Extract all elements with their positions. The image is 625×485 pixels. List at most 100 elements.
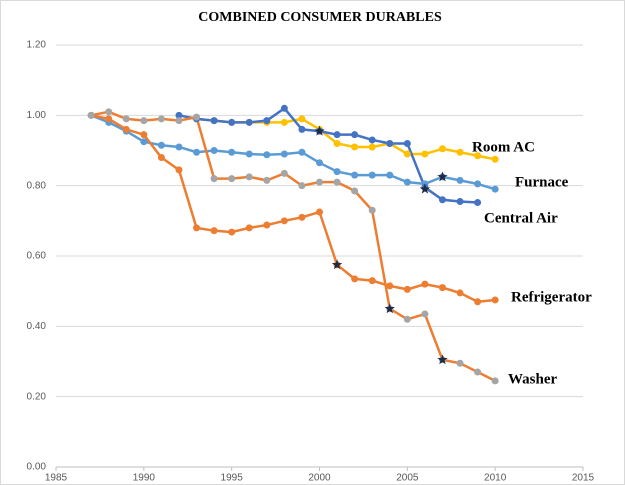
point bbox=[175, 117, 183, 125]
point bbox=[263, 151, 271, 159]
point bbox=[351, 171, 359, 179]
point bbox=[280, 118, 288, 126]
point bbox=[438, 145, 446, 153]
point bbox=[474, 152, 482, 160]
point bbox=[280, 150, 288, 158]
x-tick-label: 2005 bbox=[396, 473, 419, 484]
point bbox=[157, 154, 165, 162]
y-tick-label: 0.00 bbox=[27, 462, 47, 473]
point bbox=[263, 221, 271, 229]
point bbox=[105, 108, 113, 116]
star-marker bbox=[384, 303, 395, 314]
point bbox=[228, 148, 236, 156]
point bbox=[474, 298, 482, 306]
point bbox=[368, 277, 376, 285]
point bbox=[474, 180, 482, 188]
point bbox=[245, 118, 253, 126]
y-tick-label: 0.60 bbox=[27, 251, 47, 262]
x-tick-label: 2015 bbox=[572, 473, 595, 484]
point bbox=[333, 178, 341, 186]
point bbox=[474, 368, 482, 376]
point bbox=[298, 115, 306, 123]
point bbox=[333, 131, 341, 139]
point bbox=[386, 139, 394, 147]
point bbox=[298, 213, 306, 221]
chart-title: COMBINED CONSUMER DURABLES bbox=[198, 10, 442, 25]
point bbox=[456, 148, 464, 156]
point bbox=[456, 289, 464, 297]
point bbox=[193, 113, 201, 121]
x-tick-label: 2000 bbox=[308, 473, 331, 484]
point bbox=[403, 315, 411, 323]
x-tick-label: 1995 bbox=[221, 473, 244, 484]
point bbox=[316, 159, 323, 167]
point bbox=[403, 139, 411, 147]
point bbox=[298, 148, 306, 156]
star-marker bbox=[437, 171, 448, 182]
point bbox=[228, 175, 236, 183]
x-tick-label: 1985 bbox=[45, 473, 68, 484]
point bbox=[228, 118, 236, 126]
point bbox=[333, 139, 341, 147]
point bbox=[245, 150, 253, 158]
point bbox=[351, 143, 359, 151]
point bbox=[245, 173, 253, 181]
y-tick-label: 0.40 bbox=[27, 321, 47, 332]
point bbox=[491, 185, 499, 193]
y-tick-label: 1.20 bbox=[27, 40, 47, 51]
point bbox=[421, 150, 429, 158]
series-label: Furnace bbox=[515, 174, 569, 190]
point bbox=[351, 187, 359, 195]
star-marker bbox=[314, 125, 325, 136]
point bbox=[403, 285, 411, 293]
series-label: Room AC bbox=[472, 139, 535, 155]
point bbox=[386, 171, 394, 179]
x-tick-label: 2010 bbox=[484, 473, 507, 484]
point bbox=[210, 227, 218, 235]
point bbox=[298, 125, 306, 133]
point bbox=[474, 199, 482, 207]
point bbox=[122, 125, 130, 133]
point bbox=[210, 147, 218, 154]
x-tick-label: 1990 bbox=[133, 473, 156, 484]
point bbox=[491, 296, 499, 304]
point bbox=[263, 176, 271, 184]
point bbox=[210, 175, 218, 183]
point bbox=[175, 143, 183, 151]
point bbox=[157, 141, 165, 149]
point bbox=[438, 284, 446, 292]
point bbox=[175, 111, 183, 119]
point bbox=[491, 377, 499, 385]
point bbox=[193, 224, 201, 232]
point bbox=[105, 115, 113, 123]
point bbox=[122, 115, 130, 123]
point bbox=[421, 310, 429, 318]
y-tick-label: 0.20 bbox=[27, 391, 47, 402]
point bbox=[210, 117, 218, 125]
point bbox=[228, 228, 236, 236]
series-label: Washer bbox=[508, 371, 558, 387]
point bbox=[421, 280, 429, 288]
point bbox=[316, 178, 323, 186]
point bbox=[368, 206, 376, 214]
point bbox=[351, 131, 359, 139]
point bbox=[403, 150, 411, 158]
point bbox=[438, 196, 446, 204]
point bbox=[140, 117, 148, 125]
point bbox=[245, 224, 253, 232]
y-tick-label: 0.80 bbox=[27, 180, 47, 191]
point bbox=[368, 136, 376, 144]
point bbox=[280, 169, 288, 177]
point bbox=[140, 138, 148, 146]
point bbox=[280, 104, 288, 112]
point bbox=[333, 168, 341, 176]
point bbox=[263, 117, 271, 125]
point bbox=[140, 131, 148, 139]
point bbox=[298, 182, 306, 190]
point bbox=[87, 111, 95, 119]
point bbox=[193, 148, 201, 156]
point bbox=[351, 275, 359, 283]
point bbox=[456, 176, 464, 184]
